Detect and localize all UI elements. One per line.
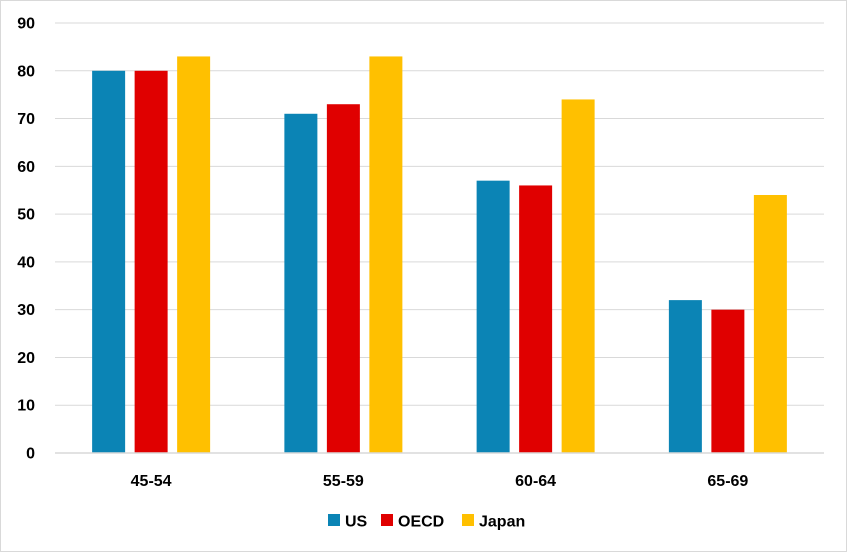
y-tick-label: 80 bbox=[17, 63, 35, 80]
x-tick-label: 60-64 bbox=[515, 473, 556, 490]
legend-label-japan: Japan bbox=[479, 514, 525, 531]
bar-us-65-69 bbox=[668, 300, 702, 453]
bar-oecd-45-54 bbox=[134, 70, 168, 454]
bars bbox=[92, 56, 787, 454]
bar-japan-45-54 bbox=[177, 56, 211, 453]
y-tick-label: 30 bbox=[17, 302, 35, 319]
legend-swatch-us bbox=[328, 514, 340, 526]
gridlines bbox=[55, 22, 824, 406]
bar-oecd-65-69 bbox=[711, 309, 745, 453]
y-tick-label: 90 bbox=[17, 16, 35, 33]
bar-japan-55-59 bbox=[369, 56, 403, 453]
x-axis-tick-labels: 45-54 55-59 60-64 65-69 bbox=[131, 473, 749, 490]
y-tick-label: 10 bbox=[17, 398, 35, 415]
y-tick-label: 40 bbox=[17, 254, 35, 271]
legend: US OECD Japan bbox=[328, 514, 525, 531]
bar-oecd-55-59 bbox=[326, 104, 360, 453]
x-tick-label: 55-59 bbox=[323, 473, 364, 490]
legend-swatch-oecd bbox=[381, 514, 393, 526]
bar-us-55-59 bbox=[284, 113, 318, 454]
y-tick-label: 0 bbox=[26, 446, 35, 463]
y-axis-tick-labels: 0 10 20 30 40 50 60 70 80 90 bbox=[17, 16, 35, 463]
x-tick-label: 45-54 bbox=[131, 473, 172, 490]
legend-label-oecd: OECD bbox=[398, 514, 444, 531]
y-tick-label: 60 bbox=[17, 159, 35, 176]
legend-label-us: US bbox=[345, 514, 368, 531]
bar-japan-60-64 bbox=[561, 99, 595, 453]
bar-us-60-64 bbox=[476, 180, 510, 453]
x-tick-label: 65-69 bbox=[707, 473, 748, 490]
y-tick-label: 20 bbox=[17, 350, 35, 367]
y-tick-label: 50 bbox=[17, 207, 35, 224]
bar-japan-65-69 bbox=[753, 195, 787, 453]
bar-us-45-54 bbox=[92, 70, 126, 454]
legend-swatch-japan bbox=[462, 514, 474, 526]
bar-oecd-60-64 bbox=[519, 185, 553, 453]
y-tick-label: 70 bbox=[17, 111, 35, 128]
